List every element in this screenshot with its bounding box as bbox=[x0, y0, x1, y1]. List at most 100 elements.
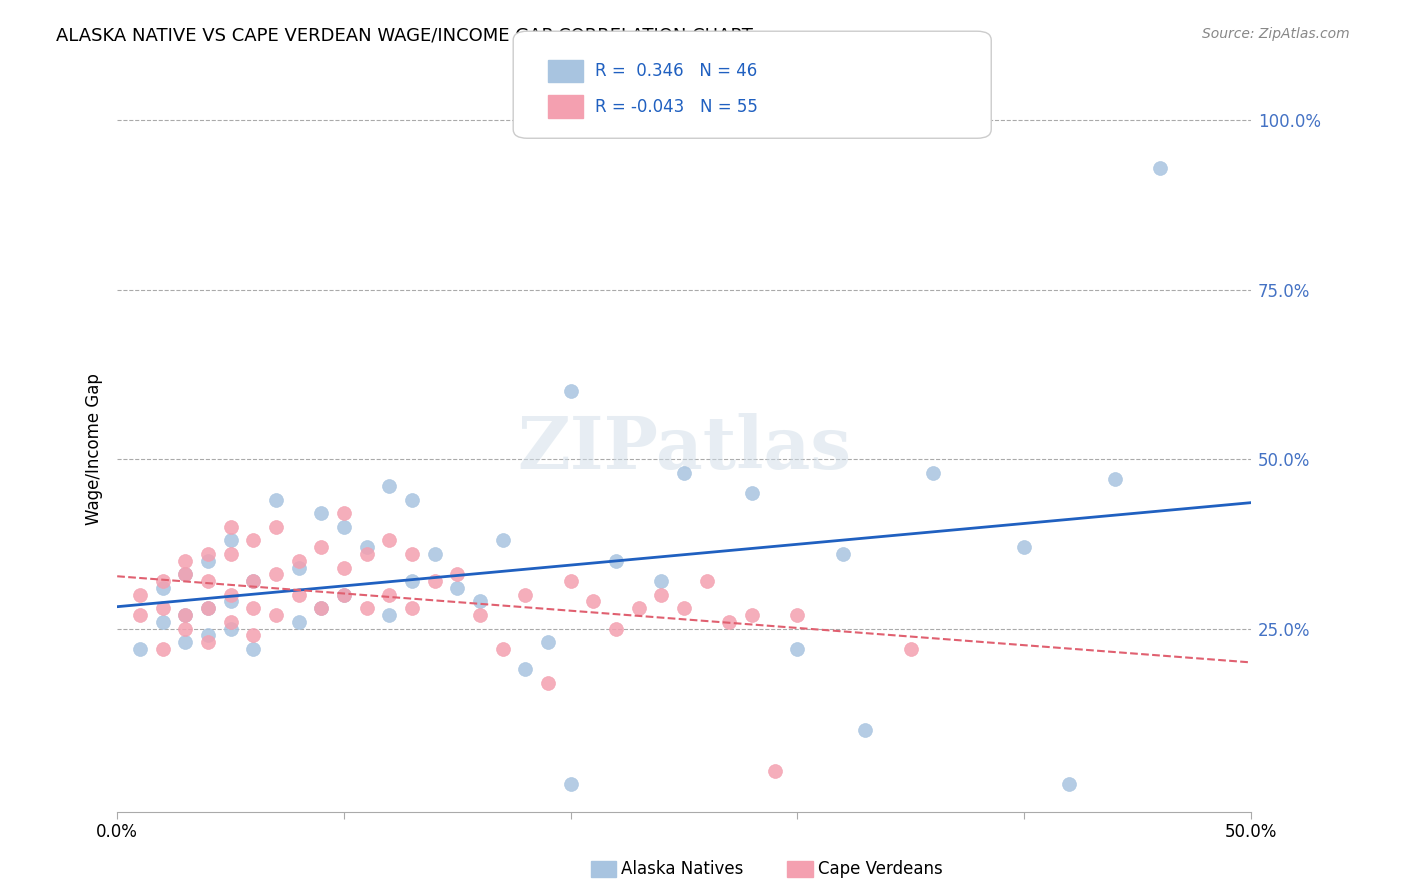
Point bbox=[264, 492, 287, 507]
Point bbox=[242, 533, 264, 548]
Point bbox=[378, 479, 401, 493]
Point bbox=[401, 547, 423, 561]
Point bbox=[287, 554, 309, 568]
Point bbox=[537, 635, 560, 649]
Point bbox=[174, 622, 197, 636]
Point bbox=[174, 635, 197, 649]
Text: R =  0.346   N = 46: R = 0.346 N = 46 bbox=[595, 62, 756, 80]
Point bbox=[672, 601, 695, 615]
Point bbox=[197, 547, 219, 561]
Text: Cape Verdeans: Cape Verdeans bbox=[818, 860, 943, 878]
Point bbox=[219, 615, 242, 629]
Point bbox=[468, 594, 491, 608]
Point bbox=[152, 641, 174, 656]
Point bbox=[197, 554, 219, 568]
Point bbox=[401, 574, 423, 588]
Point bbox=[309, 506, 332, 520]
Point bbox=[423, 574, 446, 588]
Point bbox=[287, 588, 309, 602]
Point bbox=[741, 607, 763, 622]
Point bbox=[197, 601, 219, 615]
Point bbox=[786, 607, 808, 622]
Point bbox=[378, 607, 401, 622]
Point bbox=[763, 764, 786, 778]
Point bbox=[174, 567, 197, 582]
Point bbox=[309, 540, 332, 554]
Point bbox=[242, 574, 264, 588]
Point bbox=[219, 588, 242, 602]
Point bbox=[1012, 540, 1035, 554]
Point bbox=[401, 601, 423, 615]
Point bbox=[242, 574, 264, 588]
Point bbox=[900, 641, 922, 656]
Point bbox=[333, 588, 356, 602]
Point bbox=[128, 641, 150, 656]
Point bbox=[356, 547, 378, 561]
Point bbox=[219, 594, 242, 608]
Point bbox=[219, 622, 242, 636]
Point bbox=[264, 567, 287, 582]
Point bbox=[627, 601, 650, 615]
Point bbox=[152, 615, 174, 629]
Point bbox=[605, 622, 627, 636]
Point bbox=[537, 675, 560, 690]
Point bbox=[309, 601, 332, 615]
Point bbox=[264, 607, 287, 622]
Point bbox=[515, 662, 537, 676]
Point bbox=[378, 533, 401, 548]
Text: Alaska Natives: Alaska Natives bbox=[621, 860, 744, 878]
Point bbox=[1059, 777, 1081, 791]
Point bbox=[741, 486, 763, 500]
Point bbox=[356, 540, 378, 554]
Point bbox=[491, 533, 513, 548]
Point bbox=[696, 574, 718, 588]
Point bbox=[219, 520, 242, 534]
Point bbox=[650, 574, 672, 588]
Point bbox=[174, 554, 197, 568]
Point bbox=[650, 588, 672, 602]
Point bbox=[264, 520, 287, 534]
Point bbox=[219, 533, 242, 548]
Point bbox=[333, 506, 356, 520]
Point bbox=[333, 520, 356, 534]
Point bbox=[853, 723, 876, 738]
Point bbox=[831, 547, 853, 561]
Point bbox=[242, 628, 264, 642]
Point bbox=[174, 607, 197, 622]
Point bbox=[582, 594, 605, 608]
Point bbox=[605, 554, 627, 568]
Point bbox=[197, 628, 219, 642]
Text: R = -0.043   N = 55: R = -0.043 N = 55 bbox=[595, 98, 758, 116]
Point bbox=[468, 607, 491, 622]
Y-axis label: Wage/Income Gap: Wage/Income Gap bbox=[86, 373, 103, 524]
Point bbox=[174, 567, 197, 582]
Point bbox=[672, 466, 695, 480]
Point bbox=[152, 601, 174, 615]
Point bbox=[174, 607, 197, 622]
Point bbox=[1149, 161, 1171, 175]
Point bbox=[309, 601, 332, 615]
Point bbox=[333, 588, 356, 602]
Point bbox=[446, 581, 468, 595]
Text: ALASKA NATIVE VS CAPE VERDEAN WAGE/INCOME GAP CORRELATION CHART: ALASKA NATIVE VS CAPE VERDEAN WAGE/INCOM… bbox=[56, 27, 754, 45]
Point bbox=[1104, 472, 1126, 486]
Point bbox=[287, 615, 309, 629]
Point bbox=[560, 574, 582, 588]
Point bbox=[786, 641, 808, 656]
Point bbox=[197, 635, 219, 649]
Point bbox=[423, 547, 446, 561]
Point bbox=[197, 574, 219, 588]
Point bbox=[152, 581, 174, 595]
Point bbox=[446, 567, 468, 582]
Point bbox=[378, 588, 401, 602]
Point bbox=[128, 588, 150, 602]
Point bbox=[718, 615, 741, 629]
Point bbox=[491, 641, 513, 656]
Point bbox=[401, 492, 423, 507]
Point bbox=[128, 607, 150, 622]
Point bbox=[515, 588, 537, 602]
Point bbox=[242, 601, 264, 615]
Point bbox=[333, 560, 356, 574]
Point bbox=[287, 560, 309, 574]
Text: ZIPatlas: ZIPatlas bbox=[517, 413, 851, 484]
